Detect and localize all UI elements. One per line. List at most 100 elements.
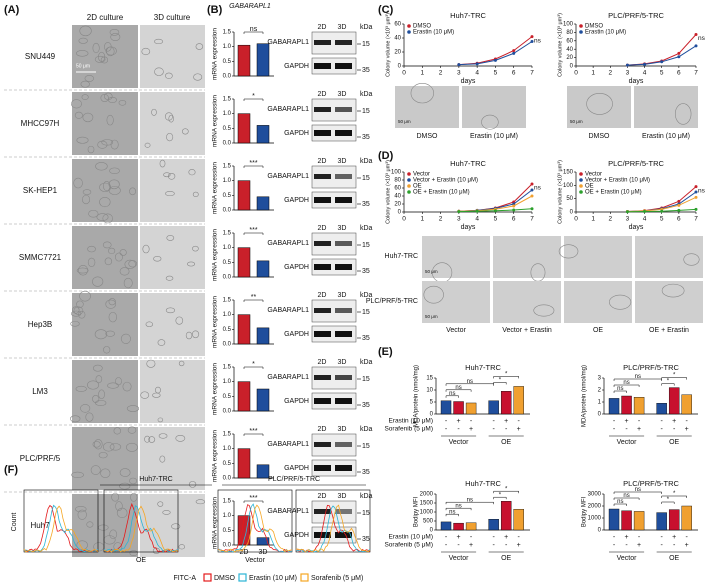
data-point (530, 207, 534, 211)
cell (74, 111, 83, 119)
cell (195, 43, 204, 50)
data-point (694, 44, 698, 48)
scale-bar-label: 50 μm (570, 119, 583, 124)
sig-bracket (445, 383, 494, 386)
y-tick-label: 0 (430, 412, 434, 418)
treatment-name: Erastin (10 μM) (388, 534, 433, 541)
cell (168, 114, 174, 123)
treatment-sign: + (517, 426, 521, 433)
cell (146, 359, 156, 368)
y-tick-label: 3000 (588, 492, 602, 498)
sig-bracket (613, 497, 640, 500)
legend-swatch (203, 573, 212, 582)
cell (94, 329, 108, 340)
significance: * (667, 379, 670, 385)
band (314, 264, 331, 270)
x-tick-label: 6 (677, 70, 681, 77)
x-tick-label: 4 (643, 70, 647, 77)
cell (558, 244, 579, 259)
cell (114, 252, 123, 262)
x-tick-label: 4 (643, 216, 647, 223)
x-tick-label: 7 (694, 216, 698, 223)
blot (311, 433, 357, 457)
band (335, 241, 352, 246)
y-tick-label: 1.0 (223, 111, 232, 117)
cell-line-label: SK-HEP1 (23, 186, 58, 195)
significance: ns (455, 503, 461, 509)
cell (141, 47, 151, 56)
treatment-sign: + (457, 418, 461, 425)
cell (148, 436, 156, 443)
data-point (530, 40, 534, 43)
data-point (512, 49, 516, 53)
cell (193, 73, 203, 81)
data-point (677, 199, 681, 203)
treatment-sign: - (445, 418, 448, 425)
legend-marker (407, 172, 411, 176)
x-tick-label: 3 (626, 70, 630, 77)
image-label: DMSO (417, 133, 439, 140)
blot (311, 165, 357, 189)
bar (488, 400, 499, 415)
significance: ns (617, 386, 623, 392)
bar (256, 43, 270, 77)
y-tick-label: 1.5 (223, 231, 232, 237)
micrograph (395, 86, 459, 128)
significance: ns (467, 497, 473, 503)
x-tick-label: 2 (608, 70, 612, 77)
sig-bracket (243, 31, 264, 34)
cell (178, 544, 186, 550)
band (314, 241, 331, 246)
cell (187, 261, 196, 267)
micrograph (140, 226, 205, 289)
lane-label: 2D (318, 24, 327, 31)
treatment-sign: - (660, 426, 663, 433)
bar (237, 381, 251, 412)
cell (92, 364, 103, 372)
treatment-sign: + (517, 542, 521, 549)
lane-label: 2D (318, 493, 327, 500)
panel-label: (D) (378, 150, 394, 162)
y-axis-label: Colony volume (×10³ μm³) (557, 13, 563, 77)
y-tick-label: 2000 (588, 504, 602, 510)
y-tick-label: 60 (394, 22, 401, 28)
cell (75, 385, 87, 392)
legend-label: OE + Erastin (10 μM) (413, 190, 470, 196)
cell (164, 112, 173, 121)
lane-label: 3D (338, 426, 347, 433)
y-tick-label: 5 (430, 400, 434, 406)
x-tick-label: 6 (512, 70, 516, 77)
y-tick-label: 0 (570, 210, 574, 216)
image-label: Erastin (10 μM) (642, 133, 690, 140)
bar (256, 260, 270, 278)
cell (105, 330, 115, 337)
y-tick-label: 1.5 (223, 97, 232, 103)
data-point (694, 195, 698, 199)
cell (71, 471, 84, 478)
cell (105, 46, 117, 56)
y-axis-label: MDA/protein (nmol/mg) (414, 365, 420, 427)
y-tick-label: 0.0 (223, 208, 232, 214)
chart-title: PLC/PRF/5-TRC (623, 363, 679, 372)
micrograph (140, 159, 205, 222)
unit-label: kDa (360, 225, 373, 232)
cell (100, 468, 111, 478)
y-tick-label: 0.5 (223, 193, 232, 199)
bar (668, 387, 680, 415)
blot (311, 325, 357, 343)
y-tick-label: 1.5 (223, 499, 232, 505)
bar (256, 464, 270, 479)
significance: ns (534, 37, 542, 44)
sig-bracket (445, 513, 459, 517)
marker-label: 35 (362, 201, 370, 208)
cell (100, 93, 109, 102)
cell (167, 172, 176, 180)
cell (76, 300, 84, 308)
x-tick-label: 4 (475, 70, 479, 77)
gene-title: GABARAPL1 (229, 3, 271, 10)
image-label: Erastin (10 μM) (470, 133, 518, 140)
cell (76, 136, 89, 144)
lane-label: 3D (338, 225, 347, 232)
cell (108, 298, 116, 306)
